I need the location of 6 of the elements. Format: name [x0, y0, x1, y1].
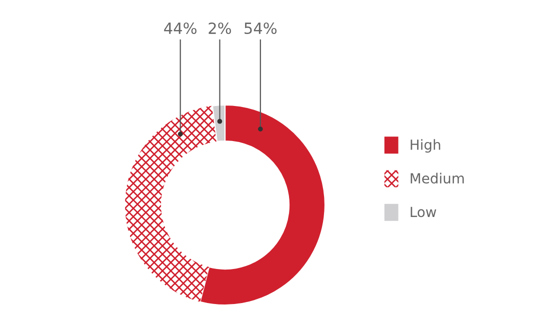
- data-label: 44%: [164, 22, 196, 34]
- data-label: 2%: [208, 22, 232, 34]
- legend-label: Low: [410, 206, 436, 218]
- legend-label: High: [410, 139, 440, 153]
- data-label: 54%: [244, 22, 277, 34]
- legend-label: Medium: [410, 172, 464, 184]
